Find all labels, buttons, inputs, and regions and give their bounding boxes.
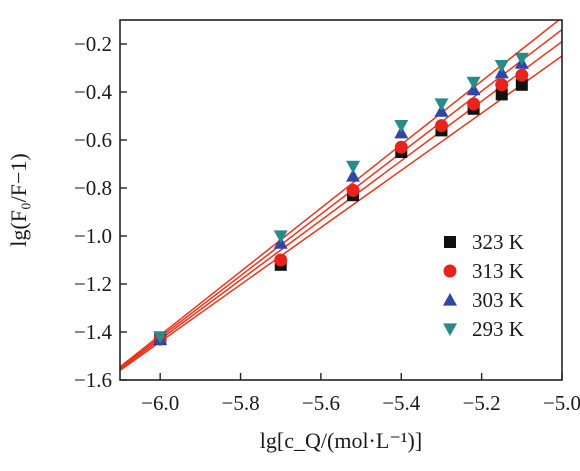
point-s3-5: [466, 76, 481, 90]
legend-label-0: 323 K: [472, 230, 524, 254]
x-tick-label-3: −5.4: [382, 391, 421, 415]
x-tick-label-5: −5.0: [543, 391, 580, 415]
axis-ticks: −6.0 −5.8 −5.6 −5.4 −5.2 −5.0 −0.2 −0.4 −0.6 −0.8…: [74, 32, 580, 415]
point-s1-1: [274, 253, 288, 267]
point-s3-1: [273, 230, 288, 243]
x-tick-label-2: −5.6: [302, 391, 340, 415]
point-s2-2: [346, 169, 361, 182]
point-s0-6: [495, 88, 508, 101]
point-s0-7: [515, 78, 528, 91]
fit-lines: [120, 20, 562, 372]
point-s1-6: [495, 78, 509, 92]
point-s1-4: [434, 119, 448, 133]
point-s3-3: [394, 120, 409, 133]
x-tick-label-1: −5.8: [221, 391, 259, 415]
point-s3-0: [153, 331, 168, 344]
y-tick-label-5: −1.2: [74, 272, 112, 296]
point-s3-7: [514, 52, 529, 66]
point-s3-4: [434, 98, 449, 111]
x-axis-label: lg[c_Q/(mol·L⁻¹)]: [260, 428, 422, 453]
fit-line-1: [120, 40, 562, 370]
y-tick-label-1: −0.4: [74, 80, 113, 104]
point-s3-6: [494, 60, 509, 73]
legend-marker-1: [443, 264, 457, 278]
legend-label-3: 293 K: [472, 317, 524, 341]
data-points: [153, 52, 529, 346]
point-s1-5: [467, 97, 481, 111]
point-s1-7: [515, 68, 529, 82]
y-tick-label-2: −0.6: [74, 128, 112, 152]
x-tick-label-0: −6.0: [141, 391, 179, 415]
legend-marker-0: [444, 236, 456, 248]
legend-label-2: 303 K: [472, 288, 524, 312]
axis-labels: lg[c_Q/(mol·L⁻¹)] lg(F₀/F−1): [6, 153, 422, 453]
legend: 323 K 313 K 303 K 293 K: [443, 230, 524, 341]
y-tick-label-4: −1.0: [74, 224, 112, 248]
y-tick-label-0: −0.2: [74, 32, 112, 56]
fit-line-3: [120, 20, 561, 368]
fit-line-2: [120, 29, 562, 369]
point-s1-3: [394, 140, 408, 154]
y-tick-label-3: −0.8: [74, 176, 112, 200]
point-s3-2: [346, 160, 361, 174]
y-tick-label-6: −1.4: [74, 320, 113, 344]
legend-marker-3: [443, 323, 457, 336]
y-axis-label: lg(F₀/F−1): [6, 153, 31, 246]
plot-frame: [119, 19, 563, 381]
legend-label-1: 313 K: [472, 259, 524, 283]
x-tick-label-4: −5.2: [463, 391, 501, 415]
legend-marker-2: [443, 293, 457, 306]
y-tick-label-7: −1.6: [74, 368, 112, 392]
point-s1-2: [346, 183, 360, 197]
fit-line-0: [120, 55, 562, 372]
